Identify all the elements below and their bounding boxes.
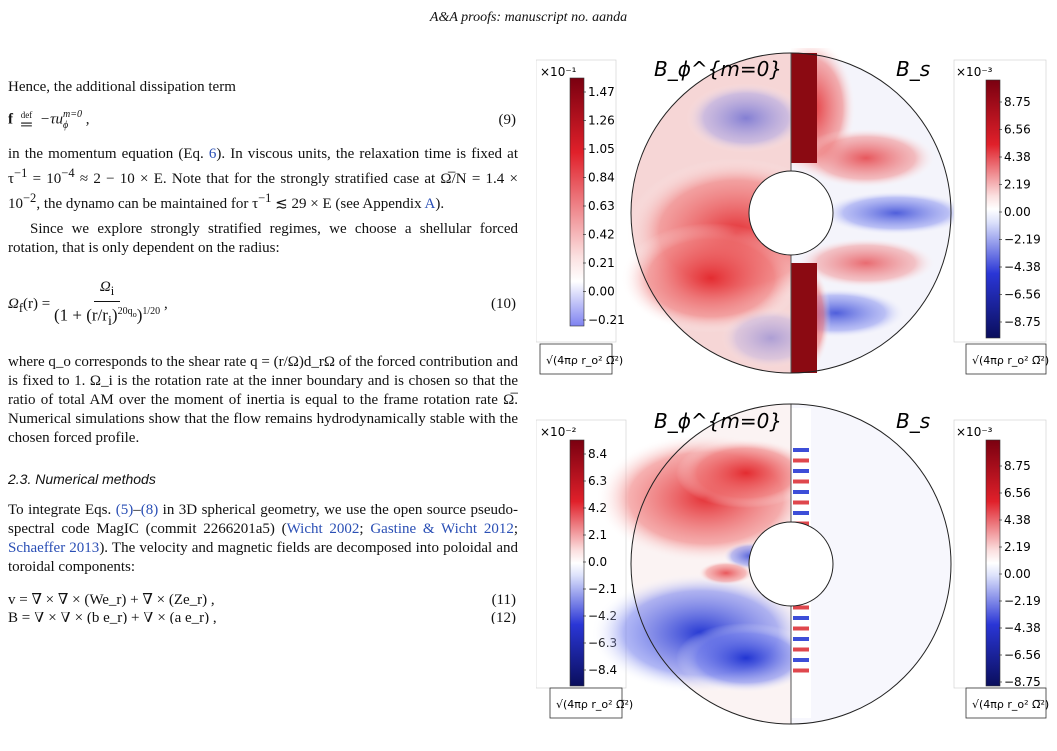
eq10-fraction: Ωi (1 + (r/ri)20qo)1/20	[53, 279, 161, 330]
eq-ref-8[interactable]: (8)	[140, 502, 159, 519]
eq10-number: (10)	[491, 296, 516, 313]
title-right-2: B_s	[896, 409, 930, 433]
citation-gastine[interactable]: Gastine & Wicht 2012	[370, 521, 514, 538]
paragraph-5: To integrate Eqs. (5)–(8) in 3D spherica…	[8, 502, 519, 576]
colorbar-tick-label: 8.75	[1004, 95, 1031, 109]
colorbar-tick-label: 0.0	[588, 555, 607, 569]
eq9-lhs: f	[8, 111, 13, 128]
colorbar-tick-label: −6.56	[1004, 648, 1041, 662]
colorbar-tick-label: 8.75	[1004, 459, 1031, 473]
colorbar-tick-label: −4.38	[1004, 621, 1041, 635]
colorbar-tick-label: 0.00	[1004, 567, 1031, 581]
multiplier-right-2: ×10⁻³	[956, 425, 993, 439]
colorbar-tick-label: 2.19	[1004, 178, 1031, 192]
citation-wicht[interactable]: Wicht 2002	[286, 521, 360, 538]
colorbar-tick-label: 1.26	[588, 114, 615, 128]
colorbar-tick-label: 0.42	[588, 228, 615, 242]
equation-12: B = ∇ × ∇ × (b e_r) + ∇ × (a e_r) , (12)	[8, 612, 516, 625]
eq9-rhs: −τu	[40, 111, 63, 128]
colorbar-tick-label: 6.56	[1004, 123, 1031, 137]
unit-left-1: √(4πρ r_o² Ω̅²)	[546, 354, 623, 367]
unit-right-1: √(4πρ r_o² Ω̅²)	[972, 354, 1049, 367]
figure: ×10⁻¹ 1.47 1.26 1.05 0.84 0.63 0.42 0.21 0.00 −0…	[536, 48, 1049, 725]
panel-1: ×10⁻¹ 1.47 1.26 1.05 0.84 0.63 0.42 0.21 0.00 −0…	[536, 48, 1049, 375]
colorbar-tick-label: 1.05	[588, 142, 615, 156]
paragraph-3: Since we explore strongly stratified reg…	[8, 221, 518, 256]
colorbar-tick-label: −8.75	[1004, 675, 1041, 689]
colorbar-tick-label: 0.21	[588, 256, 615, 270]
eq-ref-6[interactable]: 6	[208, 146, 217, 162]
colorbar-tick-label: 1.47	[588, 85, 615, 99]
eq-ref-5[interactable]: (5)	[115, 502, 134, 519]
multiplier-right-1: ×10⁻³	[956, 65, 993, 79]
title-left-1: B_ϕ^{m=0}	[654, 57, 782, 81]
title-right-1: B_s	[896, 57, 930, 81]
equation-11: v = ∇ × ∇ × (We_r) + ∇ × (Ze_r) , (11)	[8, 592, 516, 609]
colorbar-tick-label: −6.56	[1004, 288, 1041, 302]
paragraph-2: in the momentum equation (Eq. 6). In vis…	[8, 146, 518, 212]
running-header: A&A proofs: manuscript no. aanda	[429, 10, 628, 25]
colorbar-tick-label: −2.19	[1004, 594, 1041, 608]
unit-right-2: √(4πρ r_o² Ω̅²)	[972, 698, 1049, 711]
appendix-ref-a[interactable]: A	[424, 196, 436, 212]
eq9-number: (9)	[498, 111, 517, 128]
colorbar-tick-label: 8.4	[588, 447, 607, 461]
colorbar-tick-label: −8.75	[1004, 315, 1041, 329]
panel-2: ×10⁻² 8.46.34.22.10.0−2.1−4.2−6.3−8.4 √(…	[536, 403, 1049, 725]
colorbar-tick-label: 4.38	[1004, 150, 1031, 164]
colorbar-tick-label: −2.19	[1004, 233, 1041, 247]
unit-left-2: √(4πρ r_o² Ω̅²)	[556, 698, 633, 711]
paragraph-4: where q_o corresponds to the shear rate …	[8, 354, 518, 447]
colorbar-tick-label: 6.56	[1004, 486, 1031, 500]
colorbar-tick-label: 0.00	[1004, 205, 1031, 219]
colorbar-tick-label: 0.63	[588, 199, 615, 213]
colorbar-tick-label: 2.1	[588, 528, 607, 542]
eq9-tail: ,	[81, 111, 90, 128]
title-left-2: B_ϕ^{m=0}	[654, 409, 782, 433]
section-heading: 2.3. Numerical methods	[8, 471, 156, 488]
text-column: Hence, the additional dissipation term f…	[8, 78, 518, 624]
eq9-sub: ϕ	[63, 120, 69, 131]
colorbar-tick-label: 0.00	[588, 285, 615, 299]
colorbar-tick-label: −2.1	[588, 582, 617, 596]
colorbar-tick-label: 4.38	[1004, 513, 1031, 527]
colorbar-tick-label: −0.21	[588, 313, 625, 327]
multiplier-left-1: ×10⁻¹	[540, 65, 577, 79]
colorbar-tick-label: −4.38	[1004, 260, 1041, 274]
eq9-def: def	[20, 109, 33, 120]
multiplier-left-2: ×10⁻²	[540, 425, 577, 439]
colorbar-tick-label: 0.84	[588, 171, 615, 185]
citation-schaeffer[interactable]: Schaeffer 2013	[8, 540, 100, 557]
eq9-sup: m=0	[63, 109, 82, 120]
paragraph-1: Hence, the additional dissipation term	[8, 79, 236, 95]
equation-9: f def ═ −τu m=0 ϕ , (9)	[8, 109, 517, 133]
equation-10: Ωf(r) = Ωi (1 + (r/ri)20qo)1/20 , (10)	[8, 279, 516, 330]
colorbar-tick-label: 2.19	[1004, 540, 1031, 554]
